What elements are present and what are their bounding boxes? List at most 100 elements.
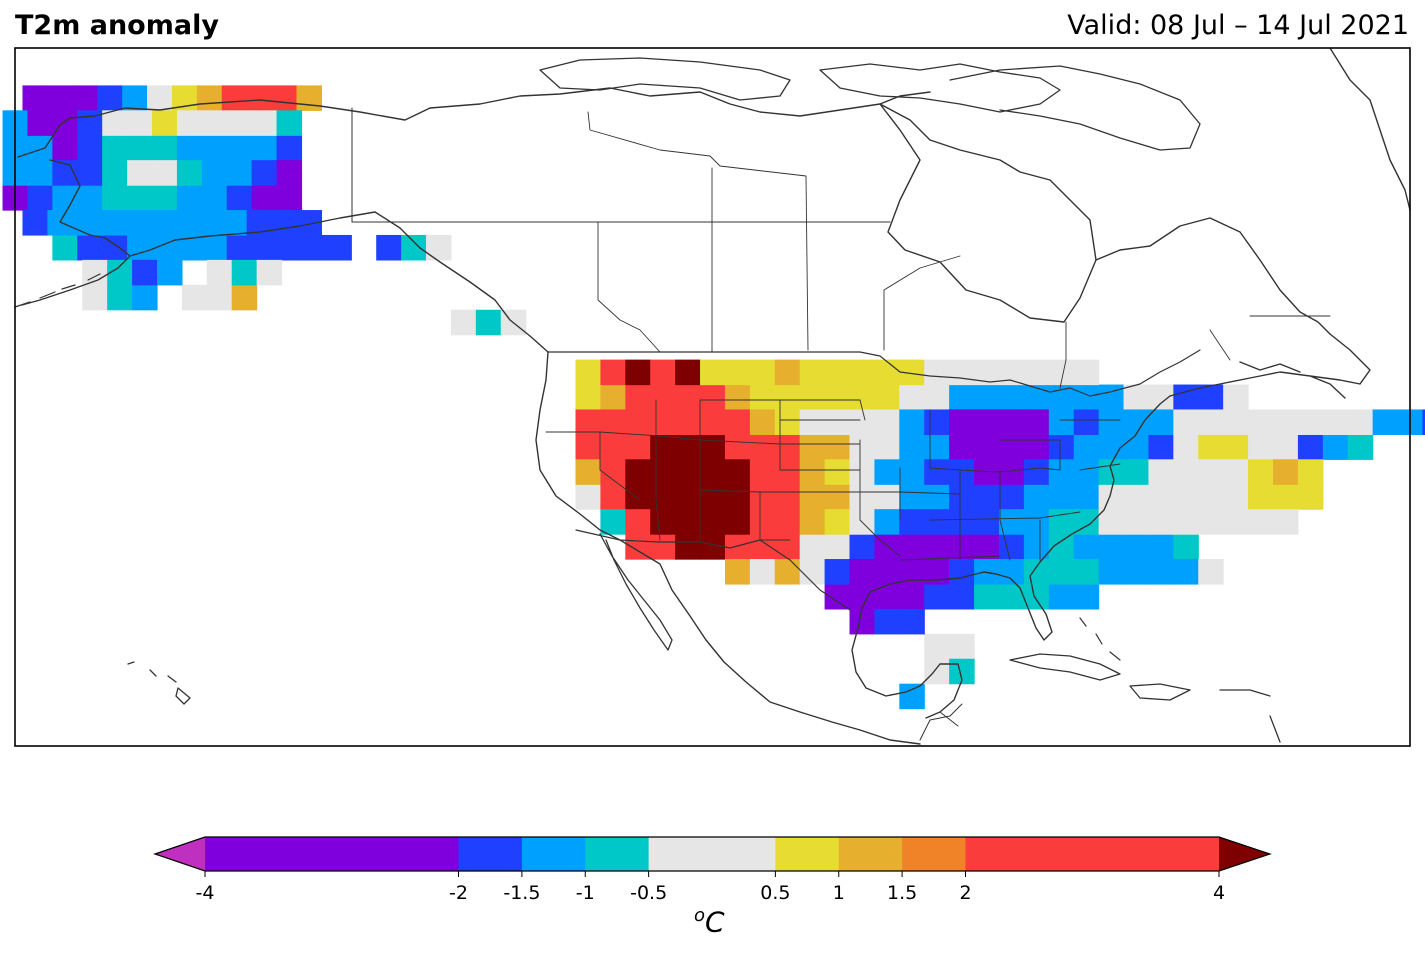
coastline-labrador xyxy=(1095,217,1331,335)
anomaly-cell xyxy=(246,85,273,111)
anomaly-cell xyxy=(1173,559,1199,585)
anomaly-cell xyxy=(77,110,103,136)
anomaly-cell xyxy=(221,85,248,111)
anomaly-cell xyxy=(1198,484,1224,510)
anomaly-cell xyxy=(1148,409,1174,435)
anomaly-cell xyxy=(924,658,950,685)
anomaly-cell xyxy=(206,284,233,311)
colorbar-segment xyxy=(902,837,966,871)
anomaly-cell xyxy=(1173,509,1199,535)
anomaly-cell xyxy=(924,583,950,610)
anomaly-cell xyxy=(625,459,651,485)
colorbar-tick-label: 4 xyxy=(1212,882,1226,904)
map-frame xyxy=(14,47,1411,747)
anomaly-cell xyxy=(1248,434,1274,460)
anomaly-cell xyxy=(1123,484,1150,510)
anomaly-cell xyxy=(1272,434,1299,460)
anomaly-cell xyxy=(924,509,950,535)
border-us-states xyxy=(545,399,1121,561)
anomaly-cell xyxy=(849,484,876,510)
anomaly-cell xyxy=(251,185,278,211)
anomaly-cell xyxy=(27,135,53,161)
anomaly-cell xyxy=(276,185,303,211)
anomaly-cell xyxy=(1248,409,1274,435)
anomaly-cell xyxy=(749,434,776,460)
anomaly-cell xyxy=(1073,409,1100,435)
anomaly-cell xyxy=(1297,484,1324,510)
anomaly-cell xyxy=(575,484,602,510)
anomaly-cell xyxy=(226,160,253,186)
coastline-bahamas xyxy=(1079,617,1121,661)
anomaly-cell xyxy=(724,359,751,386)
anomaly-cell xyxy=(1098,559,1125,585)
colorbar-segment xyxy=(648,837,776,871)
anomaly-cell xyxy=(824,459,851,485)
anomaly-cell xyxy=(949,509,975,535)
anomaly-cell xyxy=(1023,459,1050,485)
anomaly-cell xyxy=(127,234,153,261)
anomaly-cell xyxy=(152,185,178,211)
anomaly-cell xyxy=(132,259,158,286)
anomaly-cell xyxy=(724,559,751,585)
anomaly-cell xyxy=(849,534,876,560)
anomaly-cell xyxy=(176,135,203,161)
anomaly-cell xyxy=(1297,409,1324,435)
anomaly-cell xyxy=(799,459,826,485)
anomaly-cell xyxy=(1173,534,1199,560)
anomaly-cell xyxy=(650,409,676,435)
colorbar-segment xyxy=(775,837,840,871)
anomaly-cell xyxy=(849,359,876,386)
anomaly-cell xyxy=(127,160,153,186)
anomaly-cell xyxy=(724,384,751,411)
anomaly-cell xyxy=(82,284,108,311)
anomaly-cell xyxy=(1023,559,1050,585)
anomaly-cell xyxy=(1148,509,1174,535)
anomaly-cell xyxy=(1248,484,1274,510)
anomaly-cell xyxy=(899,583,925,610)
anomaly-cell xyxy=(799,509,826,535)
anomaly-cell xyxy=(700,484,726,510)
anomaly-cell xyxy=(171,210,198,236)
anomaly-cell xyxy=(1098,409,1125,435)
anomaly-cell xyxy=(1148,559,1174,585)
anomaly-cell xyxy=(47,85,73,111)
colorbar-segment xyxy=(521,837,586,871)
coastline-alaska-south xyxy=(129,211,549,353)
anomaly-cell xyxy=(874,409,900,435)
anomaly-cell xyxy=(949,459,975,485)
anomaly-cell xyxy=(1148,484,1174,510)
anomaly-cell xyxy=(974,384,1000,411)
border-canada-provinces xyxy=(587,111,1331,389)
anomaly-cell xyxy=(181,284,208,311)
anomaly-cell xyxy=(575,409,602,435)
anomaly-cell xyxy=(675,409,701,435)
anomaly-cell xyxy=(724,459,751,485)
anomaly-cell xyxy=(799,534,826,560)
anomaly-cell xyxy=(575,434,602,460)
anomaly-cell xyxy=(774,384,801,411)
anomaly-cell xyxy=(1198,559,1224,585)
anomaly-cell xyxy=(824,534,851,560)
anomaly-cell xyxy=(376,234,402,261)
anomaly-cell xyxy=(201,160,228,186)
anomaly-cell xyxy=(849,384,876,411)
anomaly-cell xyxy=(107,284,133,311)
anomaly-cell xyxy=(1198,459,1224,485)
anomaly-cell xyxy=(256,259,283,286)
anomaly-cell xyxy=(102,185,128,211)
anomaly-cell xyxy=(1223,484,1249,510)
anomaly-cell xyxy=(1048,384,1075,411)
coastline-greenland xyxy=(1329,47,1411,211)
anomaly-cell xyxy=(1148,459,1174,485)
anomaly-cell xyxy=(1073,484,1100,510)
anomaly-cell xyxy=(1297,434,1324,460)
anomaly-cell xyxy=(1173,459,1199,485)
anomaly-cell xyxy=(1322,409,1349,435)
anomaly-cell xyxy=(949,583,975,610)
anomaly-cell xyxy=(924,459,950,485)
anomaly-cell xyxy=(774,459,801,485)
anomaly-cell xyxy=(974,409,1000,435)
anomaly-cell xyxy=(1272,509,1299,535)
anomaly-cell xyxy=(600,434,626,460)
anomaly-cell xyxy=(1198,384,1224,411)
